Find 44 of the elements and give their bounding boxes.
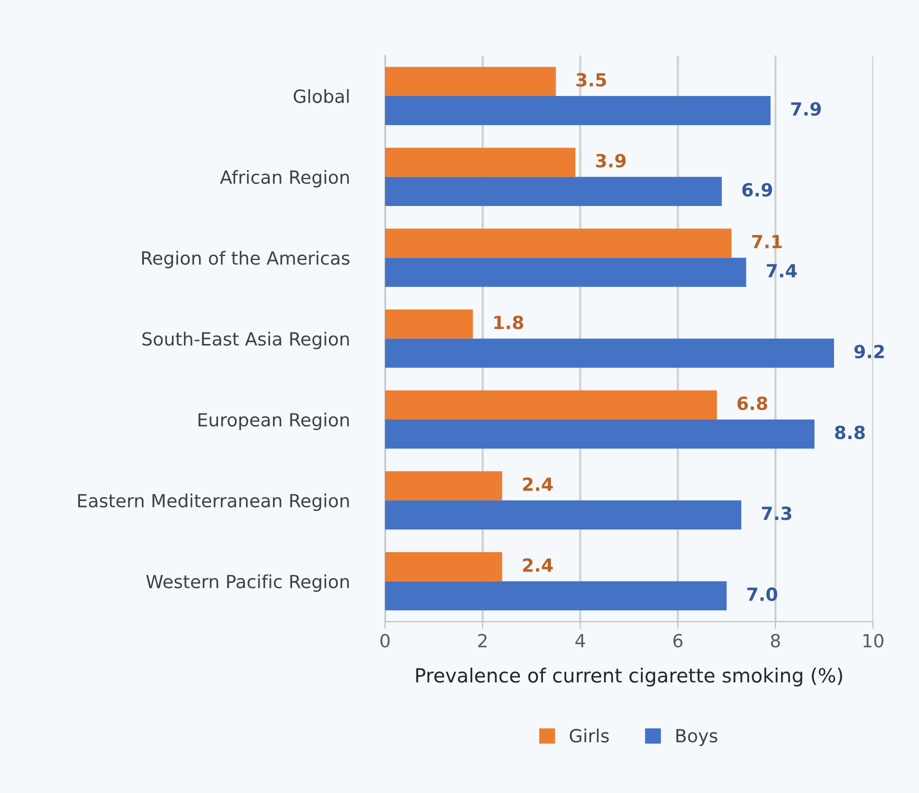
y-tick-label: South-East Asia Region — [142, 332, 349, 350]
bar — [385, 338, 834, 368]
bar — [385, 581, 727, 610]
x-tick-label: 0 — [380, 634, 390, 648]
data-label: 8.8 — [835, 426, 865, 440]
data-label: 3.9 — [596, 154, 626, 168]
y-tick-label: African Region — [220, 170, 349, 188]
x-axis-title: Prevalence of current cigarette smoking (%) — [416, 668, 842, 686]
bar — [385, 419, 814, 449]
y-tick-label: Eastern Mediterranean Region — [78, 494, 349, 511]
bar — [385, 500, 742, 530]
legend-label: Boys — [676, 729, 718, 746]
bar — [385, 390, 717, 420]
x-tick-label: 4 — [575, 634, 585, 648]
bar — [385, 148, 576, 177]
data-label: 2.4 — [523, 558, 553, 572]
y-tick-label: European Region — [198, 412, 349, 430]
bar — [385, 471, 502, 500]
data-label: 7.4 — [766, 264, 797, 278]
data-label: 7.9 — [791, 102, 821, 116]
x-tick-label: 10 — [864, 634, 884, 648]
y-tick-label: Global — [294, 89, 349, 104]
y-tick-label: Region of the Americas — [142, 250, 350, 268]
bar — [385, 96, 771, 126]
y-tick-label: Western Pacific Region — [146, 574, 349, 592]
bar — [385, 552, 502, 582]
bar — [385, 258, 746, 287]
x-tick-label: 6 — [673, 634, 682, 648]
data-label: 3.5 — [576, 72, 606, 87]
bar — [385, 309, 473, 339]
legend-label: Girls — [570, 728, 609, 743]
x-tick-label: 2 — [478, 634, 487, 648]
data-label: 1.8 — [494, 316, 524, 330]
x-tick-label: 8 — [770, 634, 780, 648]
data-label: 6.9 — [742, 182, 772, 197]
bar — [385, 176, 722, 206]
data-label: 7.3 — [762, 506, 792, 520]
data-label: 6.8 — [737, 396, 768, 410]
bar — [385, 228, 732, 258]
data-label: 7.0 — [747, 587, 778, 602]
data-label: 2.4 — [523, 477, 553, 491]
data-label: 7.1 — [752, 234, 782, 248]
bar — [385, 66, 556, 96]
data-label: 9.2 — [854, 344, 884, 358]
